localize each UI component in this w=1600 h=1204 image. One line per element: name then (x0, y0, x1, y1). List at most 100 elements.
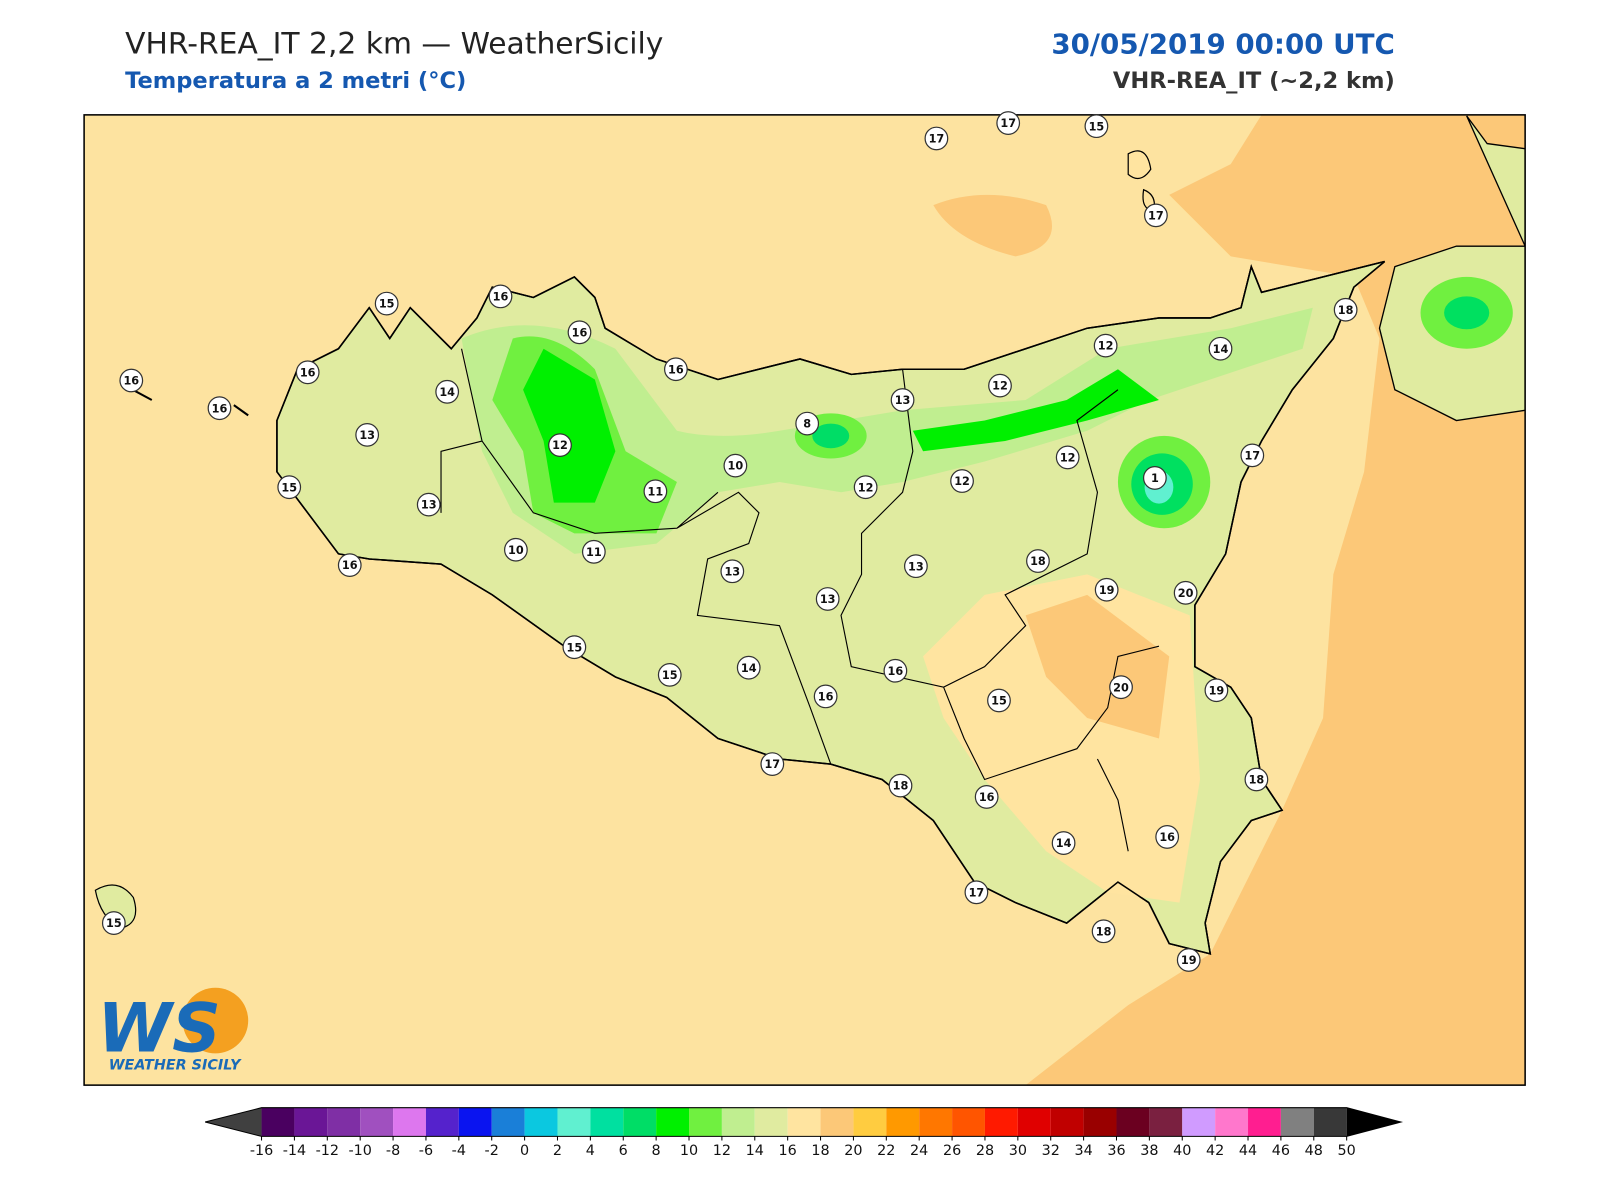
colorbar-tick-label: 14 (746, 1143, 764, 1159)
station: 15 (101, 911, 126, 935)
colorbar-tick-label: 36 (1107, 1143, 1125, 1159)
station-value: 16 (818, 691, 834, 704)
colorbar-tick-label: -4 (452, 1143, 466, 1159)
station-value: 16 (123, 375, 139, 388)
station-value: 13 (359, 429, 375, 442)
station: 15 (277, 475, 302, 500)
station-marker (581, 539, 606, 564)
colorbar-segment (984, 1107, 1018, 1137)
station-value: 12 (992, 380, 1008, 393)
station: 12 (950, 469, 974, 493)
station-marker (548, 433, 572, 458)
station-value: 20 (1178, 587, 1194, 600)
station-marker (1173, 580, 1198, 605)
station-marker (950, 469, 974, 493)
station-marker (1051, 831, 1076, 855)
station-value: 18 (1030, 555, 1046, 568)
colorbar-segment (294, 1107, 328, 1137)
colorbar-segment (820, 1107, 854, 1137)
station: 16 (813, 684, 838, 709)
station-value: 19 (1181, 954, 1197, 967)
station: 13 (890, 388, 915, 412)
colorbar-segment (458, 1107, 492, 1137)
station-value: 13 (724, 565, 740, 578)
station: 18 (1244, 767, 1269, 792)
station: 13 (903, 554, 928, 579)
station: 11 (643, 479, 668, 504)
colorbar-segment (623, 1107, 657, 1137)
colorbar-segment (1313, 1107, 1347, 1137)
colorbar-segment (1149, 1107, 1183, 1137)
station: 14 (435, 379, 460, 404)
station: 16 (488, 284, 513, 309)
station: 16 (207, 396, 232, 421)
colorbar-segment (425, 1107, 459, 1137)
colorbar-segment (754, 1107, 788, 1137)
station-marker (1176, 948, 1201, 972)
colorbar-segment (1116, 1107, 1150, 1137)
colorbar-segment (1017, 1107, 1051, 1137)
station-marker (723, 453, 748, 478)
colorbar-segment (524, 1107, 558, 1137)
colorbar-segment (952, 1107, 985, 1137)
station-value: 16 (493, 291, 509, 304)
station-marker (567, 320, 592, 345)
colorbar-tick-label: 16 (779, 1143, 797, 1159)
colorbar-segment (557, 1107, 591, 1137)
station-value: 10 (728, 460, 744, 473)
station-marker (813, 684, 838, 709)
station-marker (988, 373, 1012, 398)
colorbar-tick-label: 38 (1140, 1143, 1158, 1159)
station: 12 (988, 373, 1012, 398)
station-value: 12 (954, 475, 970, 488)
station: 14 (1051, 831, 1076, 855)
station-value: 20 (1113, 681, 1129, 694)
station: 20 (1109, 675, 1133, 700)
station-value: 11 (648, 485, 664, 498)
colorbar-tick-label: 22 (877, 1143, 895, 1159)
colorbar-tick-label: -2 (485, 1143, 499, 1159)
station-marker (1204, 678, 1229, 703)
station-marker (337, 553, 362, 578)
station-marker (657, 662, 682, 687)
colorbar-under (205, 1107, 262, 1137)
station-value: 19 (1209, 684, 1225, 697)
colorbar-segment (689, 1107, 722, 1137)
station-value: 15 (991, 695, 1007, 708)
station: 15 (987, 688, 1011, 713)
colorbar-tick-label: 26 (943, 1143, 961, 1159)
station-marker (1026, 549, 1050, 573)
station: 17 (760, 752, 785, 776)
station: 17 (1240, 443, 1265, 468)
station: 18 (888, 773, 913, 798)
station-marker (1142, 466, 1167, 490)
colorbar-tick-label: 28 (976, 1143, 994, 1159)
station: 15 (1084, 114, 1109, 139)
colorbar-segment (1050, 1107, 1084, 1137)
colorbar-tick-label: -10 (348, 1143, 371, 1159)
station-marker (903, 554, 928, 579)
coastline (276, 260, 1386, 955)
station: 14 (736, 655, 761, 680)
colorbar-segment (1182, 1107, 1216, 1137)
station-marker (562, 635, 587, 660)
station: 18 (1091, 919, 1116, 944)
colorbar-segment (886, 1107, 920, 1137)
station: 17 (964, 880, 989, 905)
station-marker (374, 291, 399, 316)
station-marker (355, 422, 380, 447)
station: 19 (1094, 577, 1119, 602)
station: 10 (723, 453, 748, 478)
colorbar-tick-label: -14 (283, 1143, 306, 1159)
colorbar-tick-label: -12 (316, 1143, 339, 1159)
station-marker (1084, 114, 1109, 139)
colorbar-segment (360, 1107, 394, 1137)
station-value: 13 (421, 499, 437, 512)
station-value: 15 (379, 298, 395, 311)
colorbar-tick-label: 12 (713, 1143, 731, 1159)
station-value: 14 (1213, 343, 1229, 356)
cool-area (523, 348, 616, 503)
colorbar-tick-label: 46 (1272, 1143, 1290, 1159)
station-marker (736, 655, 761, 680)
